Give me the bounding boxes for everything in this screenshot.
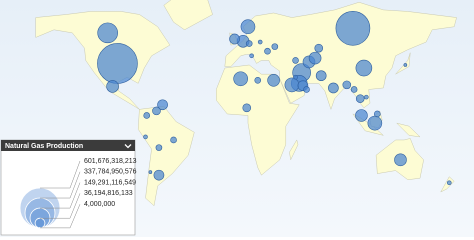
legend-title: Natural Gas Production: [5, 143, 83, 150]
africa: [216, 65, 299, 175]
bubble: [264, 47, 271, 55]
legend-leader: [40, 160, 81, 189]
bubble: [446, 180, 452, 186]
bubble: [155, 144, 163, 151]
bubble: [350, 86, 358, 93]
bubble: [97, 22, 118, 44]
bubble: [153, 169, 165, 181]
bubble: [314, 43, 324, 53]
new-zealand: [441, 177, 454, 192]
bubble: [242, 103, 252, 113]
legend-box: [0, 139, 136, 236]
bubble-layer: [97, 10, 452, 186]
bubble: [342, 80, 352, 90]
bubble: [267, 73, 280, 87]
legend-leader: [40, 193, 81, 219]
bubble: [229, 33, 240, 45]
legend-label: 36,194,816,133: [84, 190, 133, 197]
bubble: [364, 94, 369, 100]
legend-leader: [40, 171, 81, 199]
bubble: [394, 153, 407, 167]
bubble: [308, 51, 322, 65]
bubble: [143, 112, 151, 119]
bubble: [403, 63, 408, 67]
greenland: [164, 0, 213, 30]
bubble: [240, 19, 256, 35]
bubble: [284, 77, 300, 93]
bubble: [106, 80, 119, 93]
bubble: [157, 99, 168, 111]
bubble: [355, 109, 368, 122]
bubble: [245, 40, 253, 47]
bubble: [257, 39, 263, 45]
bubble: [152, 106, 161, 116]
bubble: [355, 94, 365, 103]
bubble: [292, 57, 299, 64]
bubble: [97, 43, 138, 84]
bubble: [303, 86, 310, 93]
bubble: [355, 59, 373, 77]
bubble: [249, 53, 254, 59]
bubble: [148, 170, 153, 174]
bubble: [374, 110, 381, 118]
legend: Natural Gas Production 601,676,318,213 33…: [0, 139, 137, 236]
bubble: [335, 10, 371, 46]
madagascar: [289, 140, 298, 160]
legend-circle: [34, 217, 46, 229]
new-guinea: [397, 123, 420, 137]
bubble: [233, 71, 248, 87]
bubble: [293, 74, 298, 80]
bubble: [143, 134, 148, 140]
bubble: [315, 70, 327, 82]
bubble: [328, 82, 339, 94]
legend-leader: [40, 204, 81, 229]
legend-label: 4,000,000: [84, 201, 115, 208]
bubble: [367, 115, 383, 131]
legend-label: 337,784,950,576: [84, 169, 137, 176]
south-america: [138, 106, 194, 205]
bubble: [170, 136, 177, 144]
legend-label: 149,291,116,549: [84, 179, 136, 186]
bubble: [254, 76, 262, 84]
legend-label: 601,676,318,213: [84, 158, 137, 165]
legend-leader: [40, 182, 81, 209]
eurasia: [225, 2, 457, 109]
legend-header: [1, 140, 135, 151]
bubble: [271, 43, 279, 50]
legend-toggle[interactable]: [124, 144, 132, 149]
